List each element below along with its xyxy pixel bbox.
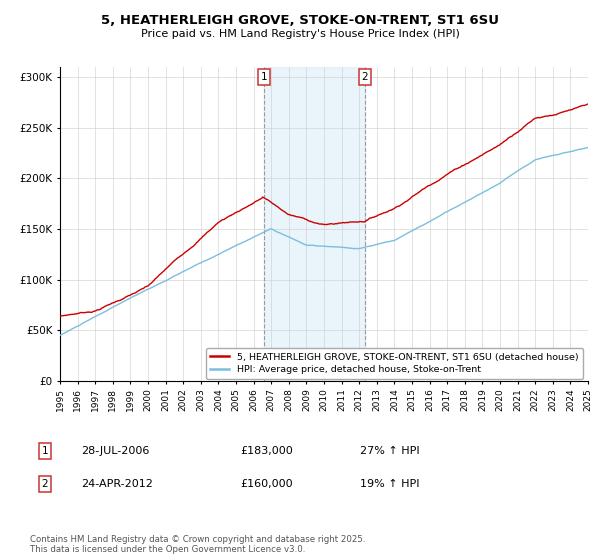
Text: 5, HEATHERLEIGH GROVE, STOKE-ON-TRENT, ST1 6SU: 5, HEATHERLEIGH GROVE, STOKE-ON-TRENT, S… [101,14,499,27]
Text: 1: 1 [260,72,267,82]
Text: 19% ↑ HPI: 19% ↑ HPI [360,479,419,489]
Bar [263,67,365,381]
Text: 27% ↑ HPI: 27% ↑ HPI [360,446,419,456]
Legend: 5, HEATHERLEIGH GROVE, STOKE-ON-TRENT, ST1 6SU (detached house), HPI: Average pr: 5, HEATHERLEIGH GROVE, STOKE-ON-TRENT, S… [206,348,583,379]
Text: Contains HM Land Registry data © Crown copyright and database right 2025.
This d: Contains HM Land Registry data © Crown c… [30,535,365,554]
Text: £183,000: £183,000 [240,446,293,456]
Text: 2: 2 [361,72,368,82]
Text: 28-JUL-2006: 28-JUL-2006 [81,446,149,456]
Text: 24-APR-2012: 24-APR-2012 [81,479,153,489]
Text: 1: 1 [41,446,49,456]
Text: 2: 2 [41,479,49,489]
Text: Price paid vs. HM Land Registry's House Price Index (HPI): Price paid vs. HM Land Registry's House … [140,29,460,39]
Text: £160,000: £160,000 [240,479,293,489]
